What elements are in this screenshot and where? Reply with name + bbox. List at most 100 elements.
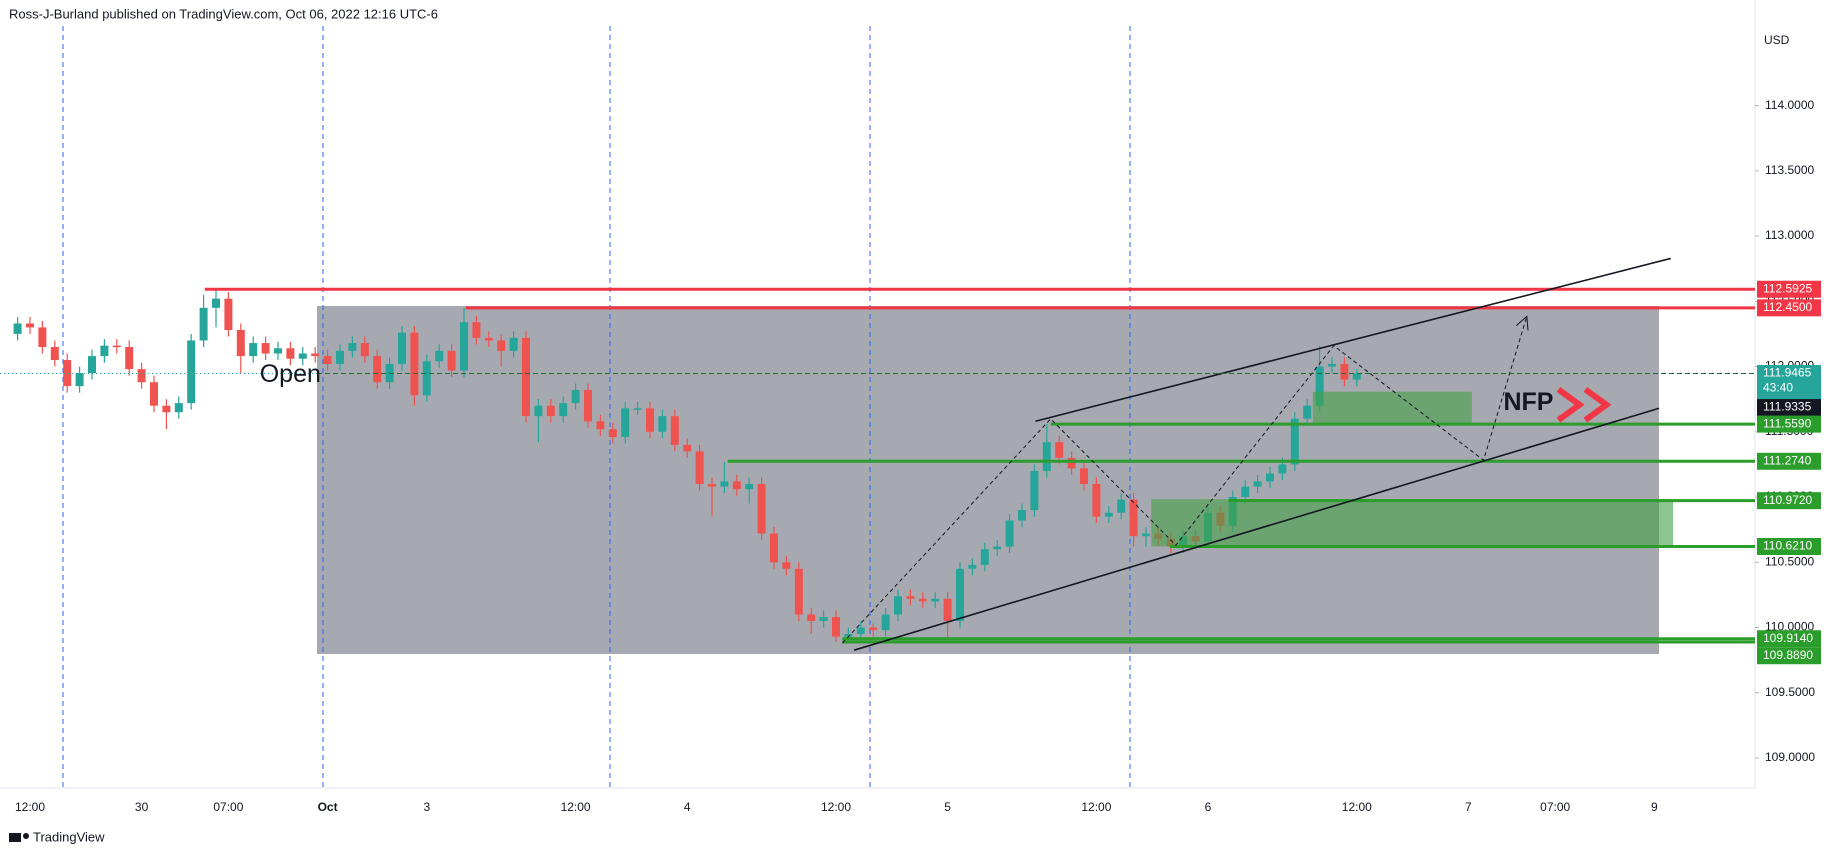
candle-body [1005,520,1014,547]
last-price-label: 111.9465 [1763,366,1812,380]
candle-body [1067,457,1076,469]
logo-mark [23,833,29,839]
logo-mark [9,833,21,842]
candle-body [422,361,431,396]
y-tick-label: 113.5000 [1765,163,1814,177]
candle-body [100,345,109,357]
candle-body [633,408,642,410]
candle-body [794,568,803,615]
candle-body [571,390,580,404]
level-label: 112.5925 [1763,281,1812,295]
candle-body [1142,533,1150,537]
level-label: 110.6210 [1763,539,1812,553]
candle-body [484,337,493,341]
candle-body [199,307,208,341]
level-label: 111.5590 [1763,416,1812,430]
channel-line [853,407,1660,651]
candle-body [323,356,332,364]
y-tick-label: 110.0000 [1765,620,1814,634]
candle-body [708,483,716,487]
zone-box [1151,499,1674,547]
candle-body [1340,363,1349,380]
candle-body [435,350,444,362]
candle-body [447,350,456,371]
candle-body [112,345,121,348]
y-tick-label: 110.5000 [1765,554,1814,568]
level-label-box [1757,537,1821,555]
candle-body [1315,366,1324,406]
candle-body [298,353,307,359]
last-price-box [1757,365,1821,400]
level-label-box [1757,630,1821,648]
candle-body [26,323,34,328]
publish-header: Ross-J-Burland published on TradingView.… [9,6,438,21]
candle-body [745,483,754,490]
candle-body [1018,510,1026,521]
level-label: 111.2740 [1763,453,1812,467]
candle-body [75,373,84,387]
x-tick-label: 12:00 [1342,800,1372,814]
x-tick-label: 12:00 [15,800,45,814]
x-tick-label: Oct [318,800,338,814]
candle-body [584,390,592,422]
candle-body [150,382,158,406]
candle-body [497,340,506,351]
x-tick-label: 5 [944,800,951,814]
level-label-box [1757,299,1821,317]
candle-body [336,350,344,364]
level-label-box [1757,280,1821,298]
candle-body [88,356,96,374]
candle-body [174,403,183,413]
candle-body [1241,486,1250,498]
candle-body [249,343,258,357]
y-tick-label: 113.0000 [1765,228,1814,242]
candle-body [1129,499,1138,537]
level-label-box [1757,647,1821,665]
x-tick-label: 6 [1205,800,1212,814]
level-label: 112.4500 [1763,300,1812,314]
open-annotation: Open [260,360,321,388]
footer-brand: TradingView [33,829,105,844]
candle-body [410,332,419,396]
candle-body [1303,405,1312,419]
y-tick-label: 109.0000 [1765,750,1815,764]
candle-body [980,549,989,565]
candle-body [832,617,840,637]
candle-body [162,405,171,413]
projection-path [842,316,1528,644]
currency-label: USD [1764,33,1790,47]
candle-body [212,298,220,308]
candle-body [646,408,654,432]
candle-body [1104,512,1113,517]
candle-body [559,403,568,417]
candle-body [1352,373,1361,380]
x-tick-label: 12:00 [1081,800,1111,814]
candle-body [13,323,22,334]
candle-body [596,421,605,430]
candle-body [881,614,890,631]
candle-body [398,332,406,364]
candle-body [918,598,927,602]
candle-body [286,348,295,359]
candle-body [1117,499,1126,513]
candle-body [50,346,59,361]
candle-body [261,343,270,354]
x-tick-label: 4 [684,800,691,814]
candle-body [819,617,828,621]
candle-body [534,405,543,417]
level-label: 109.8890 [1763,648,1813,662]
candle-body [1092,483,1101,517]
candle-body [137,369,146,383]
reference-price-box [1757,399,1821,417]
level-label-box [1757,415,1821,433]
candle-body [1328,363,1336,367]
nfp-chevron [1556,386,1585,423]
level-label: 110.9720 [1763,493,1812,507]
candle-body [1253,481,1262,487]
x-tick-label: 3 [423,800,430,814]
y-tick-label: 114.0000 [1765,98,1814,112]
candle-body [348,343,357,351]
candle-body [844,634,853,637]
x-tick-label: 12:00 [821,800,851,814]
